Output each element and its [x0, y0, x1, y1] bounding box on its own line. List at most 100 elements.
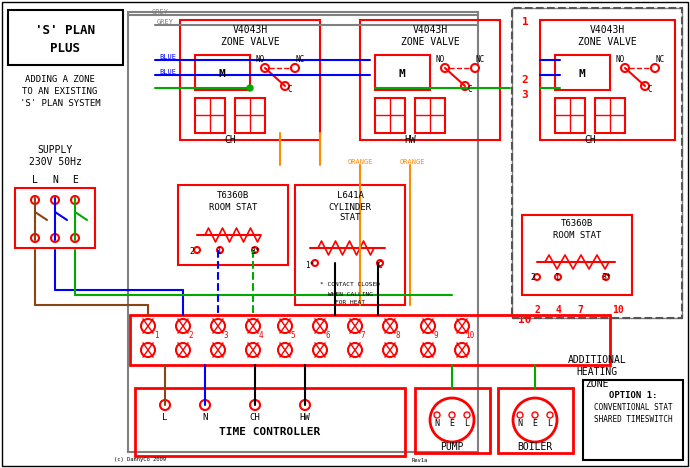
Bar — [595, 98, 625, 133]
Text: C: C — [288, 86, 293, 95]
Text: E: E — [449, 419, 455, 429]
Text: ZONE VALVE: ZONE VALVE — [221, 37, 279, 47]
Text: 2: 2 — [188, 330, 193, 339]
Bar — [15, 188, 95, 248]
Circle shape — [464, 412, 470, 418]
Text: 8: 8 — [395, 330, 400, 339]
Text: ROOM STAT: ROOM STAT — [209, 203, 257, 212]
Text: V4043H: V4043H — [589, 25, 624, 35]
Text: M: M — [399, 69, 406, 79]
Text: 3: 3 — [522, 90, 529, 100]
Text: L: L — [547, 419, 553, 429]
Bar — [360, 20, 500, 140]
Bar — [540, 20, 675, 140]
Bar — [522, 215, 632, 295]
Text: NC: NC — [475, 56, 484, 65]
Circle shape — [641, 82, 649, 90]
Text: TO AN EXISTING: TO AN EXISTING — [22, 88, 97, 96]
Text: N: N — [435, 419, 440, 429]
Text: L: L — [464, 419, 469, 429]
Text: 3*: 3* — [250, 248, 260, 256]
Text: L641A: L641A — [337, 191, 364, 200]
Text: ADDING A ZONE: ADDING A ZONE — [25, 75, 95, 85]
Text: ORANGE: ORANGE — [347, 159, 373, 165]
Text: NO: NO — [255, 56, 265, 65]
Circle shape — [377, 260, 383, 266]
Bar — [128, 12, 478, 452]
Text: NC: NC — [295, 56, 304, 65]
Text: BLUE: BLUE — [159, 54, 177, 60]
Circle shape — [383, 343, 397, 357]
Circle shape — [291, 64, 299, 72]
Bar — [512, 8, 682, 318]
Text: C: C — [377, 261, 382, 270]
Text: 230V 50Hz: 230V 50Hz — [28, 157, 81, 167]
Circle shape — [246, 343, 260, 357]
Circle shape — [517, 412, 523, 418]
Text: CH: CH — [584, 135, 596, 145]
Text: L: L — [162, 414, 168, 423]
Circle shape — [603, 274, 609, 280]
Text: (c) DannyCo 2009: (c) DannyCo 2009 — [114, 458, 166, 462]
Circle shape — [421, 319, 435, 333]
Text: 5: 5 — [290, 330, 295, 339]
Circle shape — [211, 343, 225, 357]
Circle shape — [383, 319, 397, 333]
Bar — [512, 8, 682, 318]
Text: 1: 1 — [522, 17, 529, 27]
Text: * CONTACT CLOSED: * CONTACT CLOSED — [320, 283, 380, 287]
Bar — [178, 185, 288, 265]
Text: 4: 4 — [259, 330, 264, 339]
Circle shape — [252, 247, 258, 253]
Circle shape — [449, 412, 455, 418]
Bar — [180, 20, 320, 140]
Text: M: M — [579, 69, 585, 79]
Circle shape — [31, 234, 39, 242]
Circle shape — [246, 319, 260, 333]
Bar — [415, 98, 445, 133]
Circle shape — [471, 64, 479, 72]
Text: PUMP: PUMP — [440, 442, 464, 452]
Circle shape — [421, 343, 435, 357]
Circle shape — [312, 260, 318, 266]
Bar — [235, 98, 265, 133]
Text: 9: 9 — [434, 330, 438, 339]
Circle shape — [513, 398, 557, 442]
Circle shape — [278, 343, 292, 357]
Text: 6: 6 — [326, 330, 331, 339]
Text: CH: CH — [224, 135, 236, 145]
Text: CONVENTIONAL STAT: CONVENTIONAL STAT — [593, 403, 672, 412]
Circle shape — [71, 234, 79, 242]
Text: WHEN CALLING: WHEN CALLING — [328, 292, 373, 297]
Circle shape — [261, 64, 269, 72]
Text: C: C — [648, 86, 652, 95]
Circle shape — [651, 64, 659, 72]
Text: Rev1a: Rev1a — [412, 458, 428, 462]
Circle shape — [441, 64, 449, 72]
Circle shape — [176, 343, 190, 357]
Text: TIME CONTROLLER: TIME CONTROLLER — [219, 427, 321, 437]
Circle shape — [348, 343, 362, 357]
Circle shape — [250, 400, 260, 410]
Bar — [375, 55, 430, 90]
Circle shape — [547, 412, 553, 418]
Text: 10: 10 — [465, 330, 475, 339]
Text: 'S' PLAN SYSTEM: 'S' PLAN SYSTEM — [20, 100, 100, 109]
Text: N: N — [518, 419, 522, 429]
Bar — [555, 98, 585, 133]
Circle shape — [194, 247, 200, 253]
Circle shape — [348, 319, 362, 333]
Circle shape — [217, 247, 223, 253]
Bar — [375, 98, 405, 133]
Bar — [498, 388, 573, 453]
Text: N: N — [52, 175, 58, 185]
Circle shape — [200, 400, 210, 410]
Text: FOR HEAT: FOR HEAT — [335, 300, 365, 306]
Text: E: E — [533, 419, 538, 429]
Text: 10: 10 — [518, 315, 532, 325]
Bar — [555, 55, 610, 90]
Text: 2: 2 — [534, 305, 540, 315]
Circle shape — [281, 82, 289, 90]
Circle shape — [247, 85, 253, 91]
Text: V4043H: V4043H — [233, 25, 268, 35]
